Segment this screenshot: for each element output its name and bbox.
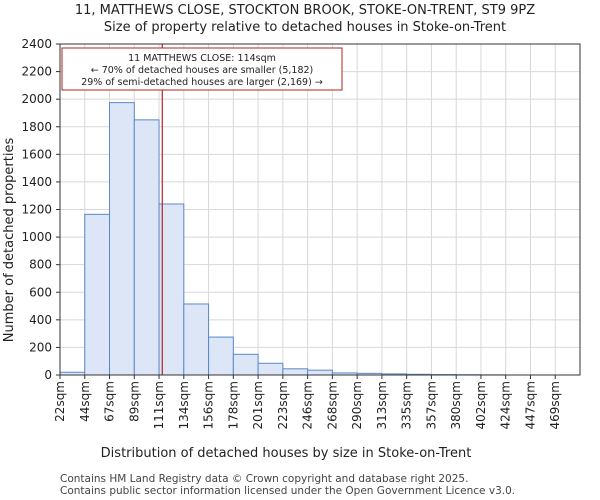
x-axis-label: Distribution of detached houses by size … — [101, 446, 472, 461]
histogram-bar — [232, 353, 259, 376]
y-tick-label: 1800 — [21, 120, 52, 134]
histogram-bar — [307, 369, 333, 376]
annotation-line-2: ← 70% of detached houses are smaller (5,… — [91, 65, 314, 76]
x-tick-label: 357sqm — [424, 381, 438, 429]
x-tick-label: 246sqm — [301, 381, 315, 429]
chart-subtitle: Size of property relative to detached ho… — [104, 20, 506, 35]
x-tick-label: 178sqm — [226, 381, 240, 429]
x-tick-label: 313sqm — [375, 381, 389, 429]
y-tick-label: 1000 — [21, 230, 52, 244]
y-tick-label: 400 — [29, 313, 52, 327]
histogram-bar — [257, 362, 284, 376]
x-tick-label: 156sqm — [202, 381, 216, 429]
x-tick-label: 44sqm — [78, 381, 92, 422]
y-tick-label: 200 — [29, 340, 52, 354]
chart-title: 11, MATTHEWS CLOSE, STOCKTON BROOK, STOK… — [75, 3, 535, 18]
y-tick-label: 2400 — [21, 37, 52, 51]
y-axis-ticks: 0 200 400 600 800 1000 1200 1400 1600 1800 2000 220… — [21, 37, 60, 382]
histogram-bar — [158, 203, 185, 376]
y-axis-label: Number of detached properties — [2, 138, 17, 343]
y-tick-label: 1400 — [21, 175, 52, 189]
x-tick-label: 223sqm — [276, 381, 290, 429]
x-tick-label: 402sqm — [474, 381, 488, 429]
bars — [59, 102, 507, 376]
histogram-bar — [282, 368, 309, 376]
x-tick-label: 268sqm — [325, 381, 339, 429]
annotation-box: 11 MATTHEWS CLOSE: 114sqm ← 70% of detac… — [61, 47, 343, 91]
histogram-bar — [183, 303, 210, 376]
annotation-line-1: 11 MATTHEWS CLOSE: 114sqm — [128, 53, 276, 64]
y-tick-label: 600 — [29, 285, 52, 299]
y-tick-label: 1600 — [21, 147, 52, 161]
footer-licence: Contains public sector information licen… — [60, 485, 516, 497]
annotation-frame — [61, 47, 343, 91]
x-axis-ticks: 22sqm 44sqm 67sqm 89sqm 111sqm 134sqm 156sqm 17… — [53, 375, 562, 429]
x-tick-label: 335sqm — [400, 381, 414, 429]
x-tick-label: 424sqm — [499, 381, 513, 429]
y-tick-label: 0 — [44, 368, 52, 382]
histogram-bar — [208, 336, 234, 376]
plot-frame — [59, 43, 581, 376]
x-tick-label: 67sqm — [103, 381, 117, 422]
x-tick-label: 380sqm — [449, 381, 463, 429]
histogram-bar — [133, 119, 160, 376]
annotation-line-3: 29% of semi-detached houses are larger (… — [81, 77, 323, 88]
x-tick-label: 469sqm — [548, 381, 562, 429]
histogram-bar — [109, 102, 135, 376]
y-tick-label: 1200 — [21, 203, 52, 217]
y-tick-label: 2000 — [21, 92, 52, 106]
x-tick-label: 201sqm — [251, 381, 265, 429]
x-tick-label: 134sqm — [177, 381, 191, 429]
x-tick-label: 447sqm — [523, 381, 537, 429]
footer-copyright: Contains HM Land Registry data © Crown c… — [60, 473, 469, 485]
y-tick-label: 2200 — [21, 65, 52, 79]
x-tick-label: 89sqm — [127, 381, 141, 422]
x-tick-label: 22sqm — [53, 381, 67, 422]
histogram-bar — [84, 213, 111, 376]
y-tick-label: 800 — [29, 258, 52, 272]
x-tick-label: 111sqm — [152, 381, 166, 429]
histogram-chart: 11, MATTHEWS CLOSE, STOCKTON BROOK, STOK… — [2, 3, 581, 461]
x-tick-label: 290sqm — [350, 381, 364, 429]
